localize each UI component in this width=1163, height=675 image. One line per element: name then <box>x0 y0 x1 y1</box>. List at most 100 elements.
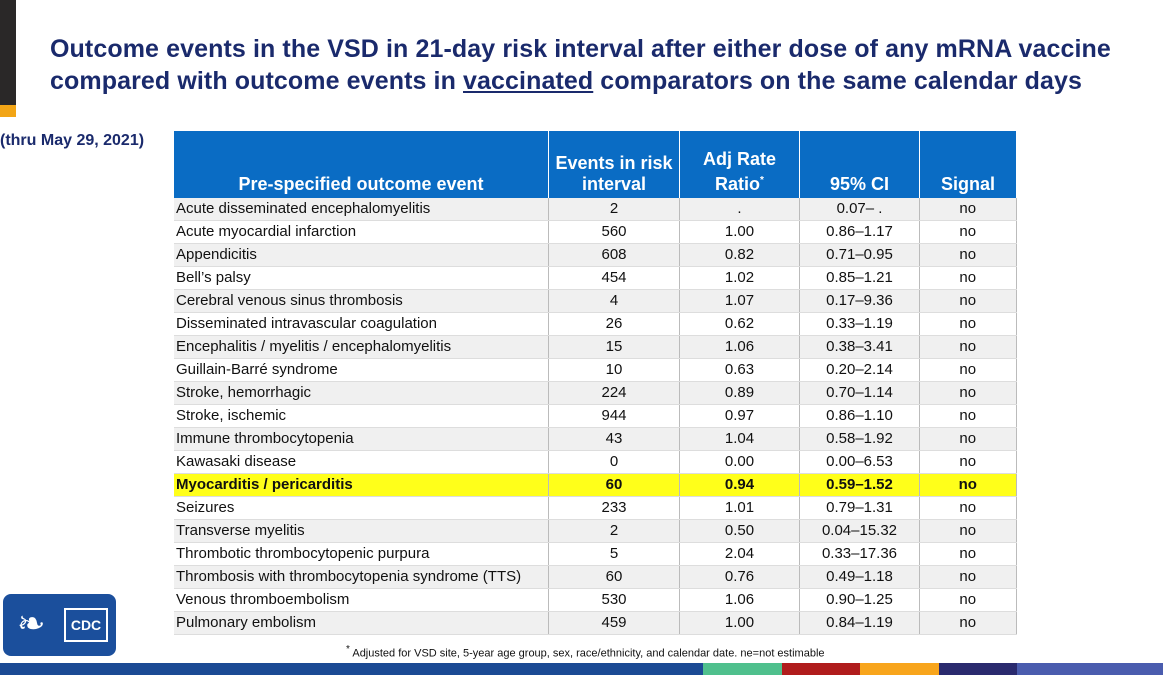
cell-signal: no <box>919 220 1017 244</box>
cell-events: 944 <box>548 404 680 428</box>
cell-ci: 0.59–1.52 <box>799 473 920 497</box>
table-row: Kawasaki disease 0 0.00 0.00–6.53 no <box>174 450 1017 474</box>
table-row: Disseminated intravascular coagulation 26… <box>174 312 1017 336</box>
table-row: Acute myocardial infarction 560 1.00 0.86–1… <box>174 220 1017 244</box>
cell-outcome: Cerebral venous sinus thrombosis <box>174 289 549 313</box>
cell-ci: 0.85–1.21 <box>799 266 920 290</box>
title-line-2: compared with outcome events in vaccinat… <box>50 65 1160 97</box>
cell-events: 454 <box>548 266 680 290</box>
cell-events: 560 <box>548 220 680 244</box>
cell-outcome: Guillain-Barré syndrome <box>174 358 549 382</box>
cell-signal: no <box>919 450 1017 474</box>
title-underlined: vaccinated <box>463 67 594 95</box>
cell-events: 0 <box>548 450 680 474</box>
title-line-1: Outcome events in the VSD in 21-day risk… <box>50 35 1111 63</box>
cell-rate-ratio: 1.04 <box>679 427 800 451</box>
cell-events: 15 <box>548 335 680 359</box>
cell-rate-ratio: 1.00 <box>679 220 800 244</box>
footnote-text: Adjusted for VSD site, 5-year age group,… <box>349 647 825 660</box>
cell-rate-ratio: . <box>679 198 800 221</box>
cell-ci: 0.04–15.32 <box>799 519 920 543</box>
cell-rate-ratio: 0.50 <box>679 519 800 543</box>
cell-signal: no <box>919 289 1017 313</box>
table-row: Acute disseminated encephalomyelitis 2. 0.… <box>174 198 1017 221</box>
cell-rate-ratio: 1.00 <box>679 611 800 635</box>
cell-rate-ratio: 2.04 <box>679 542 800 566</box>
cell-outcome: Stroke, ischemic <box>174 404 549 428</box>
cell-signal: no <box>919 427 1017 451</box>
cell-ci: 0.33–1.19 <box>799 312 920 336</box>
cell-signal: no <box>919 542 1017 566</box>
footnote: * Adjusted for VSD site, 5-year age grou… <box>346 644 825 660</box>
cell-signal: no <box>919 565 1017 589</box>
footer-color-bar <box>0 663 703 675</box>
cell-outcome: Immune thrombocytopenia <box>174 427 549 451</box>
cell-rate-ratio: 1.07 <box>679 289 800 313</box>
cell-events: 2 <box>548 198 680 221</box>
cell-ci: 0.79–1.31 <box>799 496 920 520</box>
cell-ci: 0.86–1.10 <box>799 404 920 428</box>
cell-outcome: Kawasaki disease <box>174 450 549 474</box>
cell-rate-ratio: 0.94 <box>679 473 800 497</box>
col-events: Events in risk interval <box>548 131 680 198</box>
cell-events: 43 <box>548 427 680 451</box>
cell-signal: no <box>919 404 1017 428</box>
rr-label: Adj Rate Ratio <box>702 149 776 194</box>
table-row: Pulmonary embolism 459 1.00 0.84–1.19 no <box>174 611 1017 635</box>
cell-outcome: Thrombosis with thrombocytopenia syndrom… <box>174 565 549 589</box>
hhs-eagle-icon: ❧ <box>17 605 46 643</box>
footnote-sup: * <box>346 644 350 655</box>
cell-ci: 0.00–6.53 <box>799 450 920 474</box>
table-row: Venous thromboembolism 530 1.06 0.90–1.25 no <box>174 588 1017 612</box>
cell-ci: 0.84–1.19 <box>799 611 920 635</box>
cell-events: 26 <box>548 312 680 336</box>
cell-signal: no <box>919 588 1017 612</box>
title-text: comparators on the same calendar days <box>593 67 1082 95</box>
cell-signal: no <box>919 358 1017 382</box>
cell-ci: 0.20–2.14 <box>799 358 920 382</box>
cell-events: 2 <box>548 519 680 543</box>
cell-ci: 0.33–17.36 <box>799 542 920 566</box>
footer-color-bar <box>703 663 782 675</box>
table-row: Guillain-Barré syndrome 10 0.63 0.20–2.14 no <box>174 358 1017 382</box>
cell-rate-ratio: 0.00 <box>679 450 800 474</box>
cell-signal: no <box>919 473 1017 497</box>
date-range: (thru May 29, 2021) <box>0 132 145 149</box>
cell-signal: no <box>919 243 1017 267</box>
table-row: Transverse myelitis 2 0.50 0.04–15.32 no <box>174 519 1017 543</box>
table-row: Appendicitis 608 0.82 0.71–0.95 no <box>174 243 1017 267</box>
cell-signal: no <box>919 381 1017 405</box>
cell-events: 608 <box>548 243 680 267</box>
cell-rate-ratio: 0.76 <box>679 565 800 589</box>
cell-outcome: Encephalitis / myelitis / encephalomyeli… <box>174 335 549 359</box>
cell-events: 60 <box>548 565 680 589</box>
cdc-logo-text: CDC <box>64 608 108 642</box>
outcome-table: Pre-specified outcome event Events in ri… <box>174 131 1017 635</box>
cell-events: 233 <box>548 496 680 520</box>
cell-ci: 0.71–0.95 <box>799 243 920 267</box>
footer-color-bar <box>939 663 1017 675</box>
table-row: Encephalitis / myelitis / encephalomyeli… <box>174 335 1017 359</box>
cell-signal: no <box>919 312 1017 336</box>
cell-outcome: Acute myocardial infarction <box>174 220 549 244</box>
cell-ci: 0.17–9.36 <box>799 289 920 313</box>
cell-outcome: Pulmonary embolism <box>174 611 549 635</box>
cell-rate-ratio: 0.97 <box>679 404 800 428</box>
footer-color-bar <box>1017 663 1163 675</box>
cell-rate-ratio: 1.02 <box>679 266 800 290</box>
cdc-logo: ❧ CDC <box>3 594 116 656</box>
col-outcome: Pre-specified outcome event <box>174 131 549 198</box>
cell-outcome: Disseminated intravascular coagulation <box>174 312 549 336</box>
cell-ci: 0.86–1.17 <box>799 220 920 244</box>
cell-signal: no <box>919 198 1017 221</box>
cell-ci: 0.70–1.14 <box>799 381 920 405</box>
table-row: Cerebral venous sinus thrombosis 4 1.07 0.1… <box>174 289 1017 313</box>
footer-color-bar <box>860 663 939 675</box>
table-row: Stroke, ischemic 944 0.97 0.86–1.10 no <box>174 404 1017 428</box>
cell-outcome: Thrombotic thrombocytopenic purpura <box>174 542 549 566</box>
cell-ci: 0.38–3.41 <box>799 335 920 359</box>
col-rate-ratio: Adj Rate Ratio* <box>679 131 800 198</box>
cell-events: 10 <box>548 358 680 382</box>
cell-ci: 0.07– . <box>799 198 920 221</box>
cell-outcome: Venous thromboembolism <box>174 588 549 612</box>
